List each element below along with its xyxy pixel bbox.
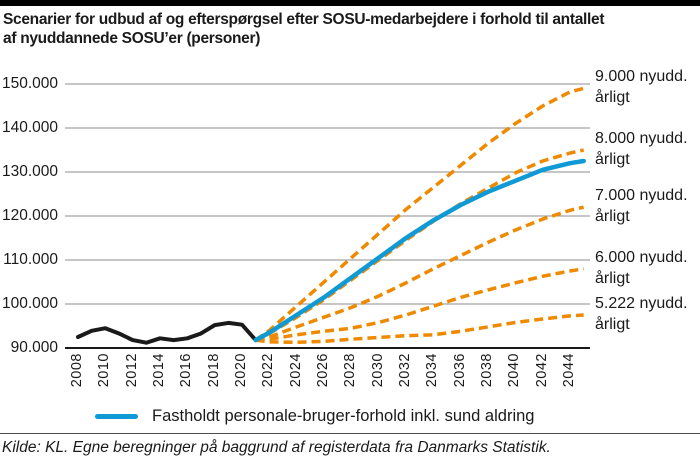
scenario-label-6000: 6.000 nyudd. årligt [595, 247, 699, 289]
scenario-label-line: 5.222 nyudd. [595, 295, 688, 312]
x-axis-tick-label: 2028 [342, 353, 359, 388]
scenario-label-7000: 7.000 nyudd. årligt [595, 185, 699, 227]
y-axis-tick-label: 130.000 [1, 163, 58, 180]
x-axis-tick-label: 2040 [506, 353, 523, 388]
x-axis-tick-label: 2020 [233, 353, 249, 388]
scenario-label-5222: 5.222 nyudd. årligt [595, 293, 699, 335]
scenario-label-line: 6.000 nyudd. [595, 248, 688, 266]
y-axis-tick-label: 140.000 [1, 119, 58, 136]
x-axis-tick-label: 2012 [123, 353, 140, 388]
legend-line-swatch [95, 414, 138, 419]
legend-label: Fastholdt personale-bruger-forhold inkl.… [152, 407, 535, 425]
x-axis-tick-label: 2010 [96, 353, 113, 388]
top-accent-bar [0, 0, 700, 6]
scenario-label-line: 9.000 nyudd. [595, 68, 688, 86]
scenario-label-line: årligt [595, 208, 630, 226]
series-scenario_7000-line [255, 205, 585, 342]
x-axis-tick-label: 2036 [451, 353, 468, 388]
y-axis-tick-label: 110.000 [3, 251, 58, 268]
x-axis-tick-label: 2044 [561, 353, 577, 388]
scenario-label-line: årligt [595, 316, 630, 333]
x-axis-tick-label: 2024 [287, 353, 304, 388]
chart-title-line2: af nyuddannede SOSU’er (personer) [3, 30, 261, 47]
scenario-label-line: 7.000 nyudd. [595, 187, 688, 205]
source-divider [0, 433, 700, 434]
y-axis-tick-label: 120.000 [1, 207, 58, 224]
scenario-label-line: årligt [595, 269, 630, 287]
y-axis-tick-label: 150.000 [1, 75, 58, 92]
x-axis-tick-label: 2032 [397, 353, 413, 388]
source-text: Kilde: KL. Egne beregninger på baggrund … [2, 439, 551, 456]
x-axis-tick-label: 2008 [69, 353, 85, 388]
y-axis-tick-label: 100.000 [1, 295, 58, 312]
x-axis-tick-label: 2016 [178, 353, 195, 388]
x-axis-tick-label: 2018 [205, 353, 222, 388]
x-axis-tick-label: 2026 [315, 353, 331, 388]
scenario-label-line: årligt [595, 89, 630, 107]
series-scenario_9000-line [254, 86, 585, 342]
series-historical-line [76, 320, 258, 345]
scenario-label-8000: 8.000 nyudd. årligt [595, 128, 699, 170]
x-axis-tick-label: 2030 [369, 353, 386, 388]
x-axis-tick-label: 2038 [479, 353, 495, 388]
chart-title-line1: Scenarier for udbud af og efterspørgsel … [3, 11, 605, 28]
x-axis-tick-label: 2014 [151, 353, 167, 388]
series-scenario_5222-line [255, 313, 584, 345]
scenario-label-9000: 9.000 nyudd. årligt [595, 66, 699, 108]
scenario-label-line: 8.000 nyudd. [595, 130, 688, 147]
x-axis-tick-label: 2042 [533, 353, 550, 388]
series-demand-line [253, 158, 586, 343]
legend: Fastholdt personale-bruger-forhold inkl.… [95, 407, 534, 426]
x-axis-tick-label: 2034 [424, 353, 441, 388]
chart-title: Scenarier for udbud af og efterspørgsel … [3, 10, 605, 48]
series-scenario_6000-line [255, 267, 584, 342]
scenario-label-line: årligt [595, 151, 630, 168]
y-axis-tick-label: 90.000 [10, 339, 58, 356]
x-axis-tick-label: 2022 [260, 353, 277, 388]
